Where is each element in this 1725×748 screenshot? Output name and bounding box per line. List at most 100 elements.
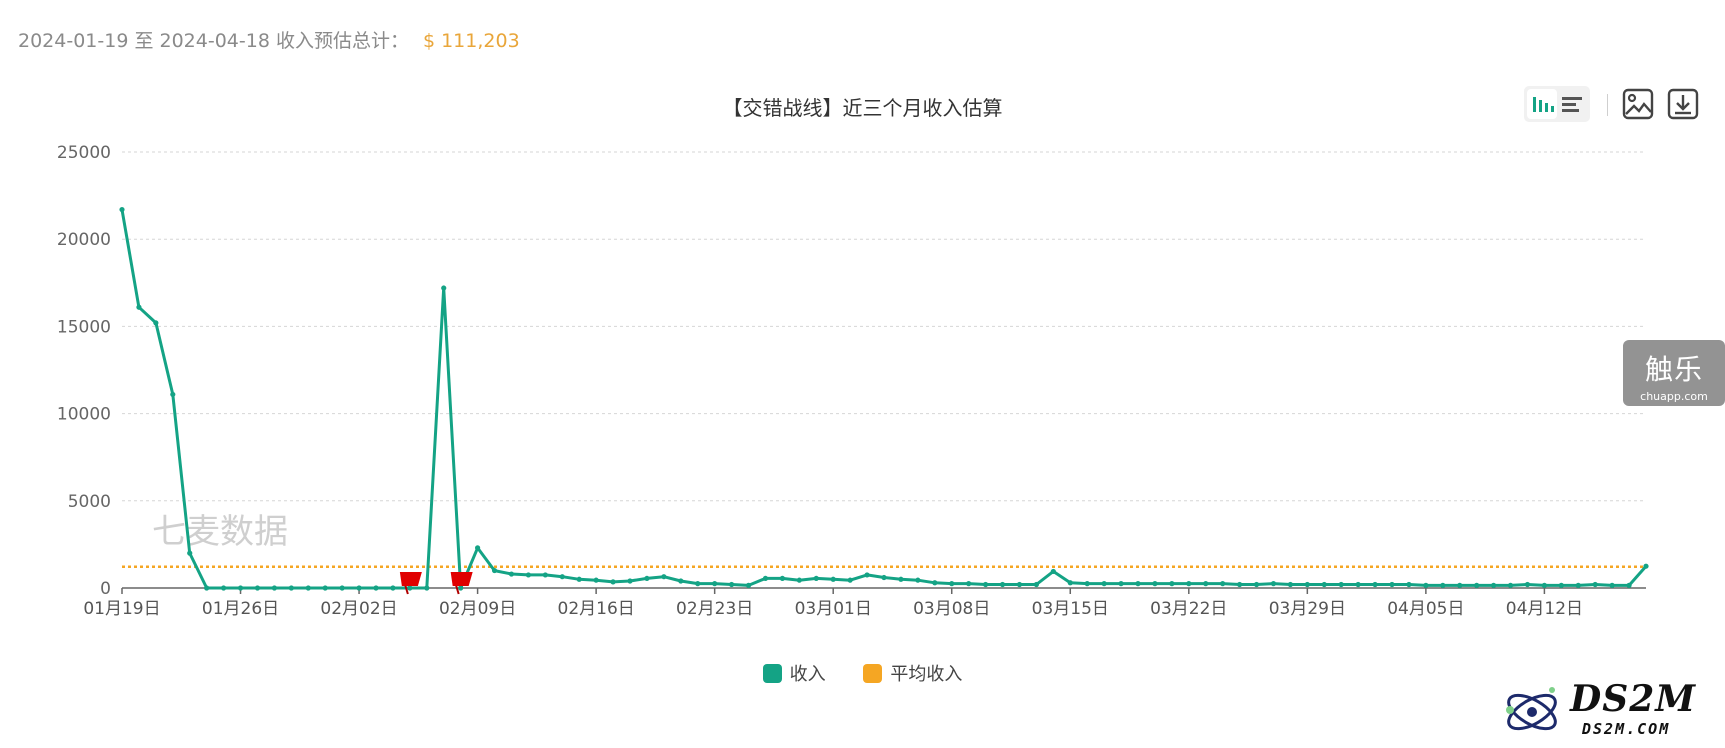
data-point (745, 582, 752, 588)
data-point (1067, 580, 1073, 586)
download-icon (1667, 88, 1699, 120)
data-point (119, 206, 125, 213)
ds2m-logo-text: DS2M (1570, 678, 1697, 720)
data-point (1524, 581, 1531, 588)
data-point (525, 572, 532, 578)
data-point (1474, 582, 1480, 588)
data-point (1406, 581, 1412, 588)
data-point (288, 585, 294, 591)
data-point (762, 575, 769, 582)
list-view-toggle[interactable] (1557, 89, 1587, 119)
data-point (999, 581, 1006, 588)
chart-title: 【交错战线】近三个月收入估算 (722, 96, 1003, 120)
data-point (1220, 581, 1226, 587)
y-tick-label: 10000 (57, 405, 111, 425)
event-flag-icon (399, 572, 422, 595)
data-point (1152, 581, 1158, 587)
y-axis-tick-labels: 0 5000 10000 15000 20000 25000 (57, 143, 111, 599)
data-point (1440, 582, 1446, 588)
x-axis: 01月19日 01月26日 02月02日 02月09日 02月16日 02月23日 03月0… (83, 587, 1646, 619)
data-point (1203, 581, 1209, 587)
legend-item-average[interactable]: 平均收入 (863, 660, 962, 686)
x-tick-label: 02月02日 (320, 599, 397, 619)
data-point (1237, 581, 1243, 588)
line-chart-toggle[interactable] (1527, 89, 1557, 119)
data-point (322, 585, 328, 591)
data-point (898, 576, 904, 582)
y-tick-label: 15000 (57, 317, 111, 337)
legend-label-revenue: 收入 (789, 664, 826, 685)
data-point (1118, 581, 1124, 587)
flag-cloth (450, 572, 473, 586)
data-point (644, 575, 650, 582)
chart-type-switch (1524, 86, 1590, 122)
data-point (881, 574, 887, 581)
data-point (1135, 581, 1141, 587)
x-tick-label: 03月22日 (1150, 599, 1227, 619)
x-tick-label: 03月01日 (795, 599, 872, 619)
data-point (1033, 581, 1039, 588)
summary-range-text: 2024-01-19 至 2024-04-18 收入预估总计： (18, 30, 409, 52)
chart-watermark: 七麦数据 (152, 512, 288, 552)
save-image-button[interactable] (1621, 87, 1655, 121)
data-point (136, 304, 142, 310)
data-point (712, 581, 718, 587)
data-point (1507, 582, 1514, 588)
data-point (830, 576, 836, 582)
data-point (153, 320, 159, 326)
data-point (1457, 582, 1463, 588)
data-point (983, 581, 989, 588)
data-point (424, 585, 430, 591)
data-point (170, 391, 176, 398)
data-point (949, 581, 955, 587)
data-point (305, 585, 311, 591)
data-point (271, 585, 277, 591)
x-tick-label: 03月08日 (913, 599, 990, 619)
data-point (661, 574, 667, 580)
atom-logo-icon (1506, 687, 1557, 731)
chuapp-logo-url: chuapp.com (1640, 390, 1708, 403)
data-point (1101, 581, 1107, 587)
x-tick-label: 04月12日 (1506, 599, 1583, 619)
data-point (1541, 582, 1547, 588)
x-tick-label: 02月09日 (439, 599, 516, 619)
data-point (915, 577, 921, 583)
data-point (475, 545, 481, 551)
data-point (1253, 581, 1260, 588)
toolbar-separator (1607, 94, 1608, 116)
data-point (1372, 581, 1378, 588)
y-tick-label: 0 (100, 579, 111, 599)
data-point (356, 585, 362, 591)
ds2m-logo: DS2M DS2M.COM (1500, 678, 1720, 744)
data-point (1491, 582, 1497, 588)
data-point (1084, 581, 1090, 587)
data-point (542, 572, 548, 578)
data-point (559, 574, 565, 580)
data-point (576, 576, 582, 582)
data-point (1186, 581, 1192, 587)
data-point (1169, 581, 1175, 587)
x-tick-label: 02月16日 (558, 599, 635, 619)
legend-swatch-revenue (762, 664, 782, 683)
data-point (813, 575, 819, 582)
data-point (1016, 581, 1023, 588)
data-point (1643, 563, 1649, 569)
data-point (441, 285, 447, 291)
data-point (187, 550, 193, 556)
data-point (204, 585, 210, 591)
data-point (254, 585, 261, 591)
data-point (237, 585, 244, 591)
legend-label-average: 平均收入 (890, 664, 963, 685)
list-icon (1562, 97, 1582, 112)
legend-item-revenue[interactable]: 收入 (762, 660, 826, 686)
data-point (1558, 582, 1564, 588)
data-point (1626, 582, 1632, 588)
x-tick-label: 03月15日 (1032, 599, 1109, 619)
download-button[interactable] (1666, 87, 1700, 121)
data-point (390, 585, 396, 591)
ds2m-logo-url: DS2M.COM (1582, 720, 1671, 738)
data-point (1338, 581, 1344, 588)
data-point (508, 571, 515, 577)
event-flags (399, 572, 473, 595)
